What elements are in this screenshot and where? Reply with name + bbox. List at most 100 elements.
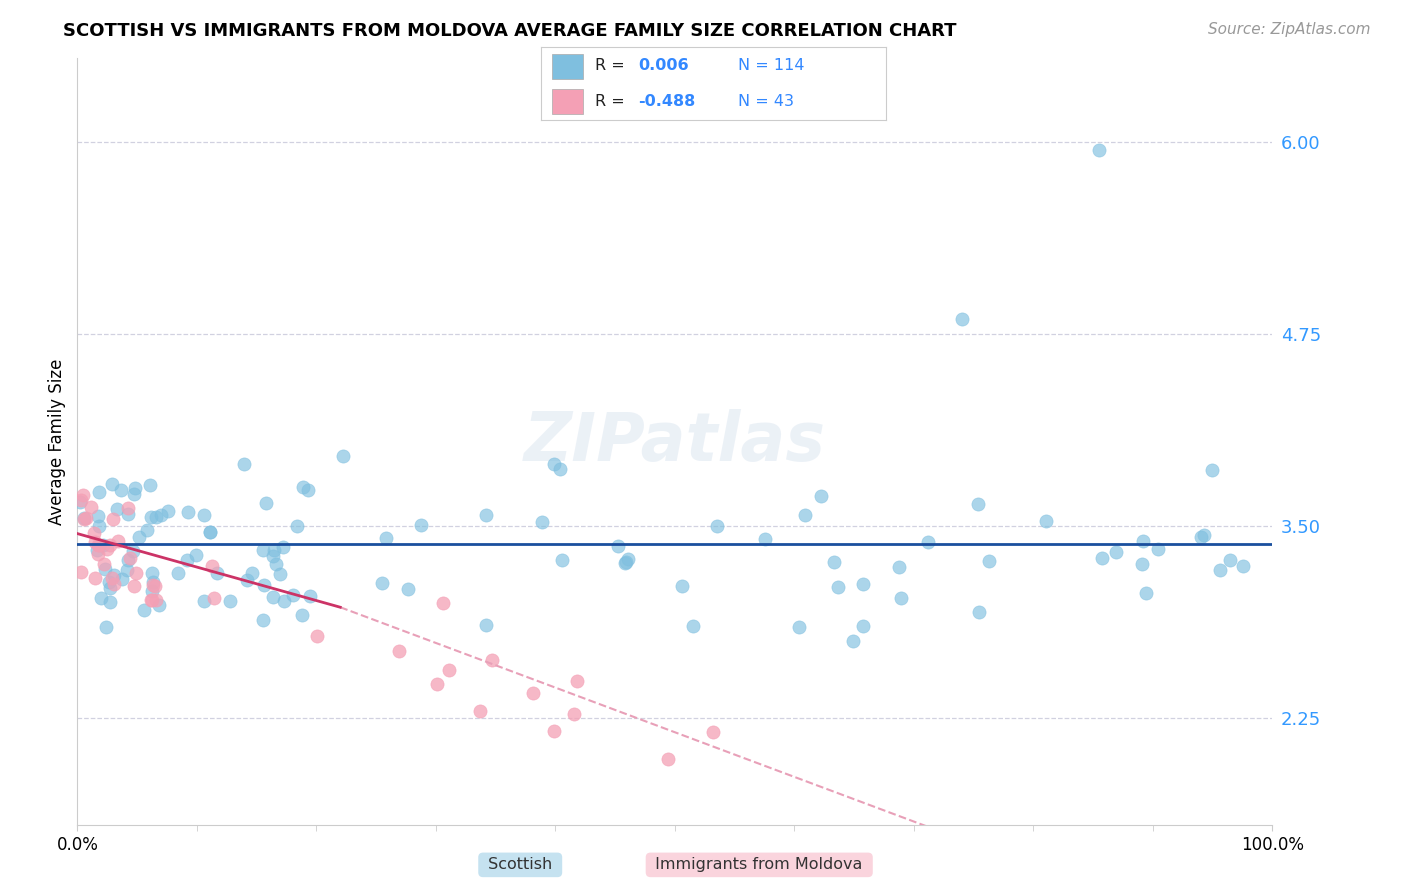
Point: [201, 558, 224, 573]
Point: [543, 457, 565, 471]
Point: [97, 574, 120, 589]
Point: [89, 485, 111, 500]
Text: 0.006: 0.006: [638, 59, 689, 73]
Point: [236, 573, 259, 587]
Point: [851, 577, 873, 591]
Point: [950, 311, 973, 326]
Point: [87, 538, 110, 552]
Point: [298, 590, 321, 604]
Point: [139, 478, 162, 492]
Point: [281, 588, 304, 602]
Point: [141, 566, 163, 580]
Point: [1035, 514, 1057, 528]
Point: [252, 613, 274, 627]
Point: [468, 704, 491, 718]
Point: [607, 539, 630, 553]
Point: [232, 457, 254, 471]
Point: [254, 496, 277, 510]
Point: [136, 523, 159, 537]
Point: [149, 508, 172, 522]
Point: [72, 512, 94, 526]
Bar: [551, 54, 582, 78]
Point: [198, 525, 221, 540]
Point: [132, 602, 155, 616]
Point: [139, 510, 162, 524]
Point: [543, 724, 565, 739]
Point: [110, 483, 132, 498]
Text: R =: R =: [595, 59, 630, 73]
Point: [979, 554, 1001, 568]
Point: [371, 576, 394, 591]
Point: [548, 462, 571, 476]
Point: [1209, 563, 1232, 577]
Point: [105, 502, 128, 516]
Text: SCOTTISH VS IMMIGRANTS FROM MOLDOVA AVERAGE FAMILY SIZE CORRELATION CHART: SCOTTISH VS IMMIGRANTS FROM MOLDOVA AVER…: [63, 22, 956, 40]
Point: [87, 519, 110, 533]
Point: [101, 571, 124, 585]
Point: [702, 725, 724, 739]
Point: [87, 508, 110, 523]
Bar: [551, 89, 582, 114]
Point: [142, 578, 165, 592]
Point: [69, 495, 91, 509]
Point: [117, 552, 139, 566]
Point: [1219, 552, 1241, 566]
Point: [86, 542, 108, 557]
Point: [193, 594, 215, 608]
Point: [184, 548, 207, 562]
Point: [193, 508, 215, 522]
Point: [531, 515, 554, 529]
Point: [101, 476, 124, 491]
Point: [177, 505, 200, 519]
Point: [117, 564, 139, 578]
Point: [1088, 143, 1111, 157]
Point: [890, 591, 912, 605]
Point: [70, 493, 93, 508]
Point: [72, 488, 94, 502]
Point: [671, 579, 693, 593]
Point: [269, 566, 291, 581]
Point: [522, 686, 544, 700]
Point: [794, 508, 817, 523]
Point: [967, 605, 990, 619]
Point: [122, 579, 145, 593]
Text: N = 43: N = 43: [738, 94, 799, 109]
Point: [481, 653, 503, 667]
Point: [827, 580, 849, 594]
Point: [264, 557, 287, 571]
Point: [94, 620, 117, 634]
Point: [613, 556, 636, 570]
Point: [551, 553, 574, 567]
Point: [262, 549, 284, 564]
Y-axis label: Average Family Size: Average Family Size: [48, 359, 66, 524]
Point: [141, 593, 163, 607]
Point: [810, 489, 832, 503]
Point: [202, 591, 225, 606]
Text: Source: ZipAtlas.com: Source: ZipAtlas.com: [1208, 22, 1371, 37]
Point: [124, 481, 146, 495]
Point: [107, 533, 129, 548]
Point: [93, 557, 115, 571]
Point: [823, 555, 845, 569]
Point: [117, 508, 139, 522]
Point: [887, 559, 910, 574]
Point: [176, 552, 198, 566]
Point: [614, 555, 637, 569]
Point: [253, 578, 276, 592]
Point: [374, 531, 396, 545]
Text: Scottish: Scottish: [484, 857, 557, 872]
Text: -0.488: -0.488: [638, 94, 695, 109]
Point: [219, 594, 242, 608]
Point: [145, 509, 167, 524]
Point: [145, 593, 167, 607]
Point: [411, 518, 433, 533]
Point: [1189, 530, 1212, 544]
Point: [87, 548, 110, 562]
Point: [73, 511, 96, 525]
Point: [75, 511, 97, 525]
Point: [292, 480, 315, 494]
Point: [90, 591, 112, 605]
Point: [967, 497, 990, 511]
Point: [426, 677, 449, 691]
Point: [122, 487, 145, 501]
